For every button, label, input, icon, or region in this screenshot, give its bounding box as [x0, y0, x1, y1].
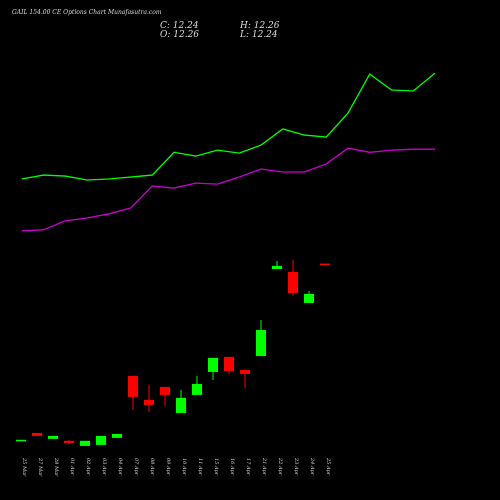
x-tick-label: 04 Apr	[117, 458, 123, 476]
candle-body	[320, 263, 330, 266]
x-tick-label: 11 Apr	[197, 458, 203, 476]
candle-body	[112, 433, 122, 438]
x-tick-label: 23 Apr	[293, 457, 299, 476]
candle-body	[80, 440, 90, 446]
x-tick-label: 27 Mar	[37, 457, 43, 477]
chart-title: GAIL 154.00 CE Options Chart Munafasutra…	[12, 9, 162, 16]
x-tick-label: 07 Apr	[133, 458, 139, 476]
candle-body	[240, 370, 250, 374]
x-tick-label: 24 Apr	[309, 457, 315, 476]
x-tick-label: 01 Apr	[69, 458, 75, 476]
x-tick-label: 08 Apr	[149, 458, 155, 476]
candle-body	[256, 330, 266, 357]
line-series	[21, 147, 435, 232]
candle-body	[208, 357, 218, 372]
candle-body	[176, 397, 186, 413]
x-tick-label: 22 Apr	[277, 457, 283, 476]
x-tick-label: 25 Mar	[21, 457, 27, 477]
x-tick-label: 15 Apr	[213, 458, 219, 476]
x-tick-label: 25 Apr	[325, 457, 331, 476]
x-tick-label: 10 Apr	[181, 458, 187, 476]
x-tick-label: 28 Mar	[53, 457, 59, 477]
candle-body	[64, 440, 74, 443]
candle-body	[144, 399, 154, 405]
candle-body	[288, 271, 298, 293]
line-series	[21, 72, 436, 181]
candle-body	[16, 439, 26, 442]
high-info: H: 12.26	[239, 21, 280, 31]
x-tick-label: 09 Apr	[165, 458, 171, 476]
low-info: L: 12.24	[239, 30, 278, 40]
x-tick-label: 03 Apr	[101, 458, 107, 476]
candle-body	[160, 386, 170, 395]
candle-body	[32, 432, 42, 436]
x-tick-label: 21 Apr	[261, 457, 267, 476]
x-tick-label: 17 Apr	[245, 458, 251, 476]
x-tick-label: 16 Apr	[229, 458, 235, 476]
close-info: C: 12.24	[160, 21, 199, 31]
candle-body	[304, 293, 314, 303]
candle-body	[272, 265, 282, 270]
x-tick-label: 02 Apr	[85, 458, 91, 476]
open-info: O: 12.26	[160, 30, 199, 40]
candle-body	[128, 375, 138, 397]
candle-body	[96, 435, 106, 445]
candle-body	[192, 383, 202, 395]
candle-body	[48, 435, 58, 439]
candle-body	[224, 356, 234, 371]
